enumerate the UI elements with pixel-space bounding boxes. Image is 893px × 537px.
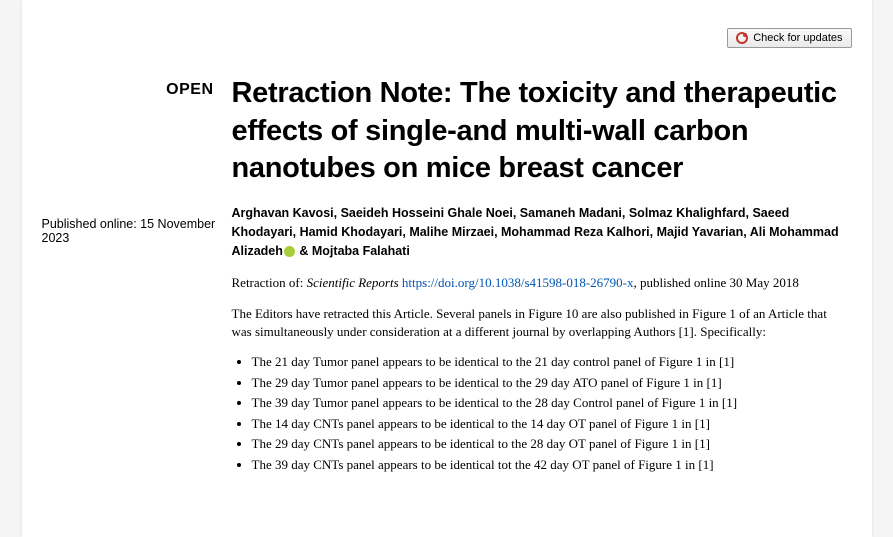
authors-part2: & Mojtaba Falahati (296, 244, 410, 258)
retraction-reference: Retraction of: Scientific Reports https:… (232, 274, 842, 292)
bullet-list: The 21 day Tumor panel appears to be ide… (232, 352, 842, 474)
retraction-suffix: , published online 30 May 2018 (634, 275, 799, 290)
check-updates-button[interactable]: Check for updates (727, 28, 851, 48)
crossmark-icon (736, 32, 748, 44)
retraction-prefix: Retraction of: (232, 275, 307, 290)
right-column: Retraction Note: The toxicity and therap… (232, 75, 852, 475)
left-column: OPEN Published online: 15 November 2023 (42, 75, 232, 475)
list-item: The 14 day CNTs panel appears to be iden… (252, 414, 842, 434)
doi-link[interactable]: https://doi.org/10.1038/s41598-018-26790… (402, 275, 634, 290)
list-item: The 29 day Tumor panel appears to be ide… (252, 373, 842, 393)
orcid-icon (284, 246, 295, 257)
open-access-label: OPEN (42, 81, 232, 99)
author-list: Arghavan Kavosi, Saeideh Hosseini Ghale … (232, 204, 842, 260)
list-item: The 39 day CNTs panel appears to be iden… (252, 455, 842, 475)
article-page: Check for updates OPEN Published online:… (22, 0, 872, 537)
list-item: The 29 day CNTs panel appears to be iden… (252, 434, 842, 454)
published-date: Published online: 15 November 2023 (42, 217, 232, 245)
list-item: The 39 day Tumor panel appears to be ide… (252, 393, 842, 413)
check-updates-label: Check for updates (753, 32, 842, 44)
list-item: The 21 day Tumor panel appears to be ide… (252, 352, 842, 372)
intro-paragraph: The Editors have retracted this Article.… (232, 305, 842, 343)
content-row: OPEN Published online: 15 November 2023 … (42, 75, 852, 475)
journal-name: Scientific Reports (307, 275, 399, 290)
article-title: Retraction Note: The toxicity and therap… (232, 75, 842, 188)
